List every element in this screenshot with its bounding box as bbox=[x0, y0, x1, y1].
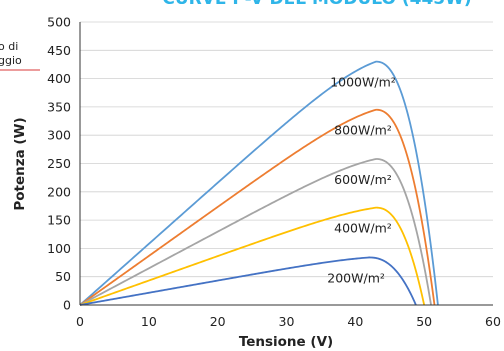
y-tick-450: 450 bbox=[47, 43, 71, 58]
x-axis-label: Tensione (V) bbox=[239, 334, 333, 350]
y-axis-label: Potenza (W) bbox=[12, 117, 28, 210]
grid-lines bbox=[80, 21, 493, 278]
side-legend-line-2: ggio bbox=[0, 54, 22, 67]
series-line-1 bbox=[79, 108, 436, 306]
y-tick-100: 100 bbox=[47, 241, 71, 256]
y-tick-200: 200 bbox=[47, 184, 71, 199]
y-tick-150: 150 bbox=[47, 213, 71, 228]
y-tick-300: 300 bbox=[47, 128, 71, 143]
y-tick-250: 250 bbox=[47, 156, 71, 171]
y-tick-400: 400 bbox=[47, 71, 71, 86]
x-tick-30: 30 bbox=[279, 314, 295, 329]
series-labels: 1000W/m² 800W/m² 600W/m² 400W/m² 200W/m² bbox=[327, 75, 395, 286]
y-tick-labels: 0 50 100 150 200 250 300 350 400 450 500 bbox=[47, 15, 71, 313]
y-tick-50: 50 bbox=[55, 269, 71, 284]
series-line-3 bbox=[79, 206, 426, 306]
chart-title: CURVE P-V DEL MODULO (445W) bbox=[162, 0, 471, 9]
side-legend-line-1: o di bbox=[0, 40, 18, 53]
y-tick-350: 350 bbox=[47, 99, 71, 114]
x-tick-40: 40 bbox=[347, 314, 363, 329]
x-tick-20: 20 bbox=[210, 314, 226, 329]
series-line-0 bbox=[79, 60, 439, 306]
series-label-1: 800W/m² bbox=[334, 123, 392, 138]
x-tick-50: 50 bbox=[416, 314, 432, 329]
x-tick-labels: 0 10 20 30 40 50 60 bbox=[76, 314, 501, 329]
series-label-2: 600W/m² bbox=[334, 172, 392, 187]
series-lines bbox=[79, 60, 439, 306]
series-line-4 bbox=[79, 256, 417, 306]
series-label-3: 400W/m² bbox=[334, 221, 392, 236]
axes bbox=[79, 22, 493, 306]
x-tick-0: 0 bbox=[76, 314, 84, 329]
x-tick-10: 10 bbox=[141, 314, 157, 329]
series-label-0: 1000W/m² bbox=[330, 75, 396, 90]
y-tick-500: 500 bbox=[47, 15, 71, 30]
side-legend: o di ggio bbox=[0, 40, 40, 71]
series-label-4: 200W/m² bbox=[327, 270, 385, 285]
series-line-2 bbox=[79, 158, 432, 306]
y-tick-0: 0 bbox=[63, 298, 71, 313]
x-tick-60: 60 bbox=[485, 314, 501, 329]
